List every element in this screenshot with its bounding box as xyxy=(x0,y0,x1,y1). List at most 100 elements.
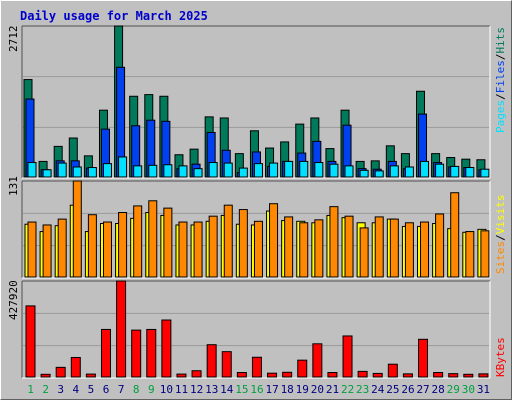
sites-bar xyxy=(465,231,475,278)
pages-bar xyxy=(133,165,143,178)
sites-bar xyxy=(450,192,460,278)
kbytes-bar xyxy=(251,356,262,378)
kbytes-bar xyxy=(85,373,96,378)
kbytes-bar xyxy=(372,372,383,378)
chart-title: Daily usage for March 2025 xyxy=(20,9,208,23)
kbytes-bar xyxy=(463,373,474,378)
x-tick-label: 6 xyxy=(103,383,110,396)
x-tick-label: 28 xyxy=(432,383,445,396)
x-tick-label: 3 xyxy=(57,383,64,396)
kbytes-bar xyxy=(282,371,293,378)
legend-separator: / xyxy=(494,93,507,100)
x-tick-label: 15 xyxy=(235,383,248,396)
kbytes-bar xyxy=(25,305,36,378)
pages-bar xyxy=(299,160,309,178)
legend-kbytes: KBytes xyxy=(494,337,507,377)
sites-bar xyxy=(253,220,263,278)
pages-bar xyxy=(389,165,399,178)
sites-bar xyxy=(435,213,445,278)
pages-bar xyxy=(480,168,490,178)
pages-bar xyxy=(102,163,112,178)
kbytes-bar xyxy=(131,329,142,378)
pages-bar xyxy=(284,160,294,178)
legend-sites: Sites xyxy=(494,241,507,274)
kbytes-bar xyxy=(100,328,111,378)
kbytes-bar xyxy=(116,280,127,378)
pages-bar xyxy=(420,160,430,178)
sites-bar xyxy=(102,221,112,278)
pages-bar xyxy=(253,163,263,178)
sites-bar xyxy=(420,221,430,278)
sites-bar xyxy=(223,204,233,278)
sites-bar xyxy=(72,180,82,278)
pages-bar xyxy=(344,165,354,178)
x-tick-label: 23 xyxy=(356,383,369,396)
kbytes-bar xyxy=(448,373,459,378)
sites-bar xyxy=(329,206,339,278)
x-tick-label: 31 xyxy=(477,383,490,396)
x-tick-label: 9 xyxy=(148,383,155,396)
sites-bar xyxy=(27,221,37,278)
x-tick-label: 11 xyxy=(175,383,188,396)
x-tick-label: 29 xyxy=(447,383,460,396)
kbytes-max-label: 427920 xyxy=(7,280,20,320)
kbytes-bar xyxy=(161,319,172,378)
pages-bar xyxy=(163,164,173,178)
x-tick-label: 14 xyxy=(220,383,234,396)
sites-bar xyxy=(269,203,279,278)
pages-bar xyxy=(404,166,414,178)
legend-hits: Hits xyxy=(494,27,507,54)
x-tick-label: 18 xyxy=(281,383,294,396)
kbytes-bar xyxy=(267,372,278,378)
kbytes-bar xyxy=(327,372,338,378)
kbytes-bar xyxy=(418,338,429,378)
pages-bar xyxy=(57,162,67,178)
kbytes-bar xyxy=(433,372,444,378)
sites-bar xyxy=(374,216,384,278)
sites-bar xyxy=(148,200,158,278)
pages-bar xyxy=(269,162,279,178)
legend-hits-panel: Pages/Files/Hits xyxy=(494,27,507,133)
pages-bar xyxy=(435,163,445,178)
x-tick-label: 30 xyxy=(462,383,475,396)
kbytes-bar xyxy=(357,370,368,378)
x-tick-label: 17 xyxy=(265,383,278,396)
sites-bar xyxy=(359,227,369,278)
pages-bar xyxy=(72,166,82,178)
kbytes-bar xyxy=(146,328,157,378)
kbytes-bar xyxy=(402,373,413,378)
legend-separator: / xyxy=(494,54,507,61)
pages-bar xyxy=(178,165,188,178)
pages-bar xyxy=(374,170,384,178)
legend-pages: Pages xyxy=(494,100,507,133)
x-tick-label: 16 xyxy=(250,383,263,396)
sites-bar xyxy=(284,216,294,278)
kbytes-bar xyxy=(191,370,202,378)
x-tick-label: 7 xyxy=(118,383,125,396)
kbytes-bar xyxy=(387,363,398,378)
sites-bar xyxy=(163,207,173,278)
pages-bar xyxy=(223,162,233,178)
legend-files: Files xyxy=(494,60,507,93)
pages-bar xyxy=(27,162,37,178)
kbytes-bar xyxy=(70,356,81,378)
sites-bar xyxy=(299,222,309,278)
sites-bar xyxy=(133,205,143,278)
sites-bar xyxy=(208,215,218,278)
x-tick-label: 24 xyxy=(371,383,385,396)
kbytes-bar xyxy=(478,373,489,378)
kbytes-bar xyxy=(221,351,232,378)
kbytes-bar xyxy=(55,366,66,378)
visits-max-label: 131 xyxy=(7,176,20,196)
sites-bar xyxy=(314,219,324,278)
pages-bar xyxy=(87,167,97,178)
pages-bar xyxy=(450,165,460,178)
sites-bar xyxy=(42,224,52,278)
x-tick-label: 1 xyxy=(27,383,34,396)
pages-bar xyxy=(359,169,369,178)
x-tick-label: 22 xyxy=(341,383,354,396)
x-tick-label: 2 xyxy=(42,383,49,396)
x-tick-label: 27 xyxy=(416,383,429,396)
x-tick-label: 21 xyxy=(326,383,339,396)
